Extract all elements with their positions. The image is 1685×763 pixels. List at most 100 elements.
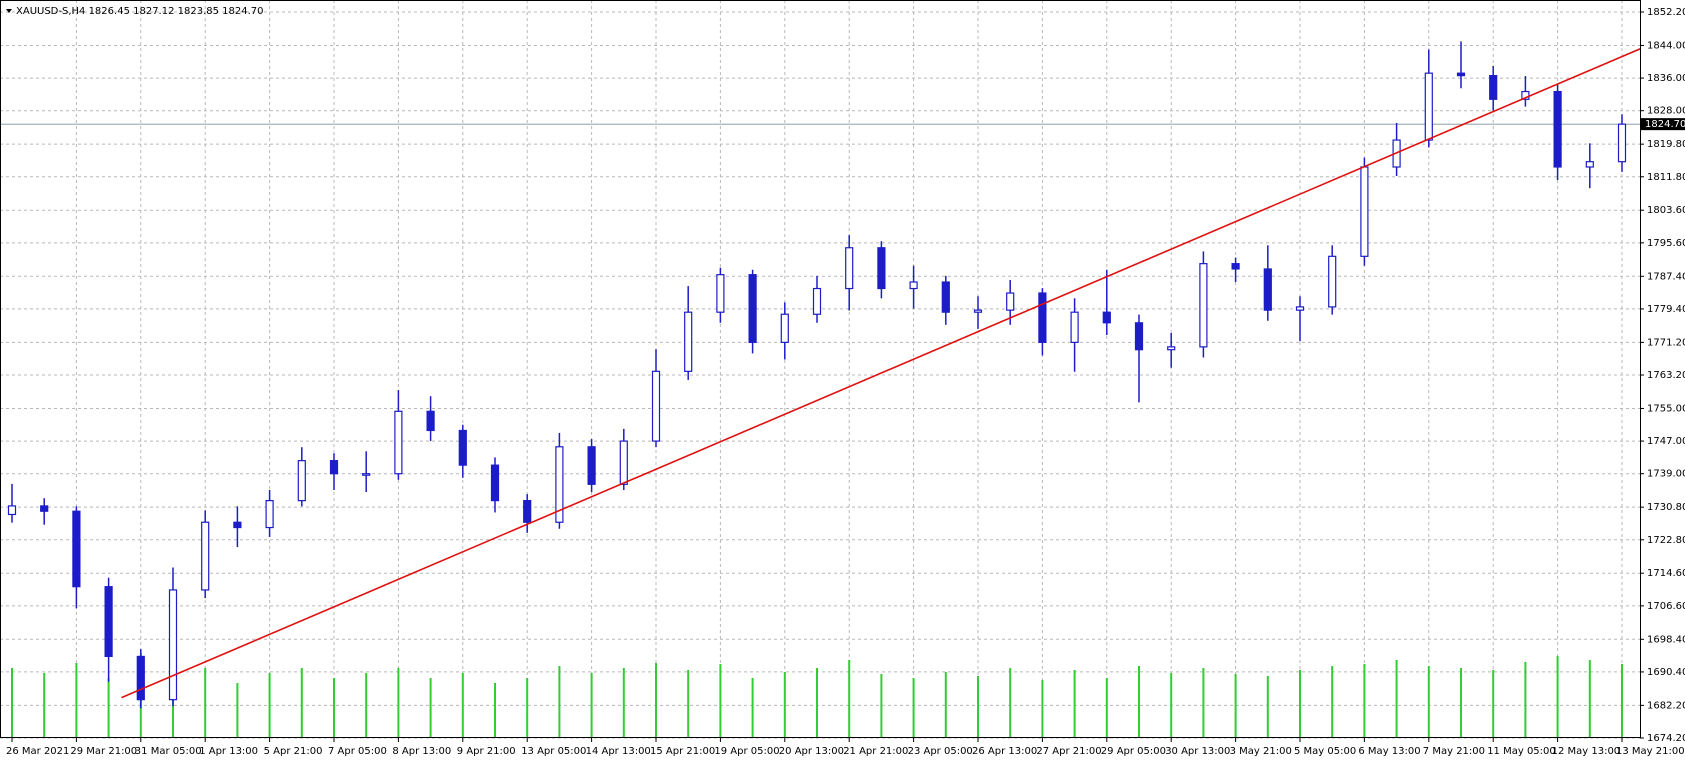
volume-bar — [236, 683, 239, 738]
x-tick-label: 3 May 21:00 — [1230, 746, 1292, 757]
y-tick-label: 1682.20 — [1647, 700, 1685, 711]
candle-body — [555, 446, 564, 523]
candle-body — [1360, 166, 1369, 257]
y-tick-label: 1844.00 — [1647, 40, 1685, 51]
volume-bar — [1363, 664, 1366, 738]
volume-bar — [461, 673, 464, 738]
volume-bar — [1460, 668, 1462, 738]
candle-body — [136, 655, 145, 701]
candle-body — [1231, 263, 1240, 270]
candle-body — [297, 460, 306, 502]
candle-body — [845, 247, 854, 290]
price-box — [1641, 118, 1685, 131]
candle-body — [1489, 75, 1498, 100]
candle-body — [168, 589, 178, 701]
y-tick-label: 1795.60 — [1647, 238, 1685, 249]
y-tick-label: 1787.40 — [1647, 271, 1685, 282]
x-tick-label: 13 May 21:00 — [1616, 746, 1685, 757]
candle-body — [40, 505, 49, 512]
volume-bar — [880, 674, 883, 738]
volume-bar — [1266, 676, 1269, 738]
candle-body — [1295, 306, 1305, 311]
volume-bar — [1138, 666, 1140, 738]
x-tick-label: 31 Mar 05:00 — [135, 746, 202, 757]
candle-body — [329, 460, 339, 475]
candle-body — [1328, 255, 1337, 308]
volume-bar — [1492, 670, 1495, 738]
volume-bar — [397, 668, 400, 738]
candle-body — [1263, 268, 1272, 311]
x-tick-label: 5 May 05:00 — [1294, 746, 1356, 757]
candle-body — [716, 274, 725, 313]
y-tick-label: 1811.80 — [1647, 172, 1685, 183]
x-tick-label: 1 Apr 13:00 — [199, 746, 258, 757]
volume-bar — [1331, 666, 1334, 738]
candle-body — [1070, 311, 1079, 343]
x-tick-label: 11 May 05:00 — [1487, 746, 1556, 757]
candle-body — [973, 309, 983, 313]
plot-frame — [0, 0, 1641, 738]
volume-bar — [43, 673, 46, 738]
trend-line — [121, 47, 1641, 699]
x-tick-label: 27 Apr 21:00 — [1036, 746, 1101, 757]
y-tick-label: 1852.20 — [1647, 7, 1685, 18]
volume-bar — [558, 666, 561, 738]
y-tick-label: 1819.80 — [1647, 139, 1685, 150]
volume-bar — [494, 683, 496, 738]
x-tick-label: 7 Apr 05:00 — [328, 746, 387, 757]
x-tick-label: 7 May 21:00 — [1423, 746, 1485, 757]
x-tick-label: 5 Apr 21:00 — [264, 746, 323, 757]
volume-bar — [333, 678, 335, 738]
candle-body — [1521, 90, 1530, 100]
candle-body — [651, 370, 661, 442]
candle-body — [394, 410, 403, 475]
x-tick-label: 15 Apr 21:00 — [650, 746, 715, 757]
y-tick-label: 1771.20 — [1647, 337, 1685, 348]
x-tick-label: 26 Apr 13:00 — [972, 746, 1037, 757]
volume-bar — [75, 663, 78, 738]
x-tick-label: 23 Apr 05:00 — [908, 746, 973, 757]
volume-bar — [300, 668, 303, 738]
volume-bar — [622, 668, 625, 738]
candle-body — [72, 510, 81, 588]
y-tick-label: 1674.20 — [1647, 733, 1685, 744]
y-tick-label: 1739.00 — [1647, 469, 1685, 480]
y-tick-label: 1828.00 — [1647, 106, 1685, 117]
candle-body — [104, 586, 113, 658]
candle-body — [1553, 90, 1562, 168]
candle-body — [684, 311, 693, 372]
x-tick-label: 29 Apr 05:00 — [1101, 746, 1166, 757]
volume-bar — [1524, 662, 1527, 738]
candle-body — [812, 287, 822, 315]
volume-bar — [687, 670, 690, 738]
volume-bar — [1041, 680, 1044, 738]
y-tick-label: 1690.40 — [1647, 667, 1685, 678]
candle-body — [877, 247, 886, 290]
candle-body — [1006, 292, 1015, 311]
candle-body — [1585, 161, 1594, 168]
candle-body — [265, 500, 274, 529]
candle-body — [1424, 72, 1433, 141]
chart-title: XAUUSD-S,H4 1826.45 1827.12 1823.85 1824… — [16, 6, 264, 17]
volume-bar — [526, 678, 529, 738]
price-label: 1824.70 — [1645, 119, 1685, 130]
y-tick-label: 1779.40 — [1647, 304, 1685, 315]
candle-body — [1134, 322, 1144, 351]
volume-bar — [365, 673, 368, 738]
candle-body — [619, 440, 628, 485]
menu-arrow — [6, 9, 12, 13]
volume-bar — [1556, 656, 1559, 738]
candle-body — [1617, 123, 1627, 163]
volume-bar — [1202, 668, 1205, 738]
volume-bar — [590, 673, 593, 738]
candle-body — [7, 505, 17, 516]
volume-bar — [429, 678, 432, 738]
volume-bar — [1621, 664, 1623, 738]
volume-bar — [1009, 668, 1012, 738]
candle-layer — [7, 41, 1641, 709]
y-tick-label: 1836.00 — [1647, 73, 1685, 84]
volume-bar — [944, 672, 947, 738]
volume-bar — [204, 668, 207, 738]
